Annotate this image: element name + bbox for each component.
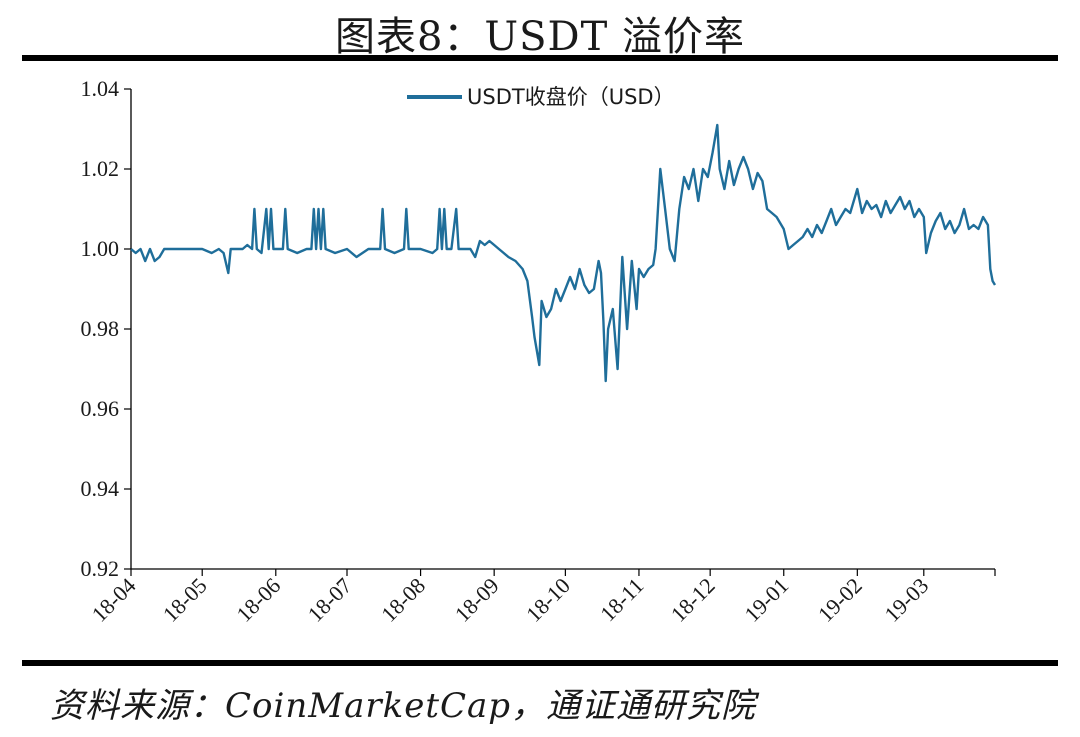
top-divider <box>22 55 1058 61</box>
x-tick-label: 18-09 <box>450 573 504 627</box>
x-tick-label: 18-10 <box>521 573 575 627</box>
x-tick-label: 18-11 <box>595 573 648 626</box>
series-line-usdt <box>130 123 997 383</box>
source-note: 资料来源：CoinMarketCap，通证通研究院 <box>50 686 757 726</box>
y-tick-label: 0.98 <box>81 316 120 341</box>
chart-axes <box>130 89 995 570</box>
y-tick-label: 0.94 <box>81 476 120 501</box>
x-tick-label: 19-01 <box>739 573 793 627</box>
series-group <box>130 123 997 383</box>
y-axis-ticks: 1.04 1.02 1.00 0.98 0.96 0.94 0.92 <box>81 76 131 581</box>
x-tick-label: 18-05 <box>158 573 212 627</box>
y-tick-label: 1.02 <box>81 156 120 181</box>
y-tick-label: 0.92 <box>81 556 120 581</box>
x-tick-label: 18-12 <box>666 573 720 627</box>
y-tick-label: 1.00 <box>81 236 120 261</box>
legend-label: USDT收盘价（USD） <box>467 85 675 109</box>
x-axis-ticks: 18-04 18-05 18-06 18-07 18-08 18-09 18-10 18-11… <box>87 569 996 627</box>
x-tick-label: 18-07 <box>303 573 357 627</box>
x-tick-label: 19-03 <box>879 573 933 627</box>
page-title: 图表8：USDT 溢价率 <box>334 14 746 60</box>
bottom-divider <box>22 660 1058 666</box>
legend: USDT收盘价（USD） <box>407 85 675 109</box>
y-tick-label: 0.96 <box>81 396 120 421</box>
y-tick-label: 1.04 <box>81 76 120 101</box>
x-tick-label: 18-06 <box>231 573 285 627</box>
x-tick-label: 19-02 <box>813 573 867 627</box>
x-tick-label: 18-08 <box>376 573 430 627</box>
